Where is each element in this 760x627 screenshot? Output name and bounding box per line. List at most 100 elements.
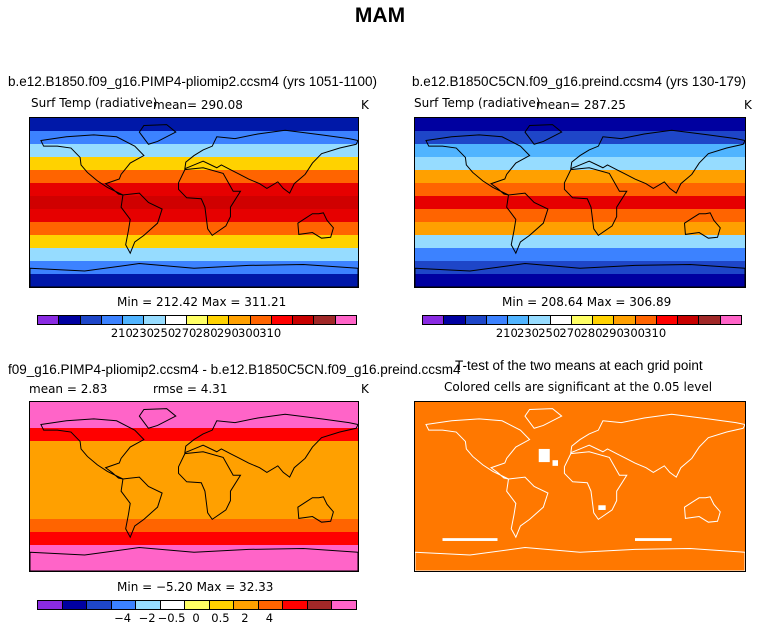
lat-band (30, 222, 358, 236)
panel3-rmse: rmse = 4.31 (153, 382, 228, 396)
colorbar-tick-label: 280 (195, 326, 218, 340)
continent-outline (570, 413, 745, 478)
colorbar-swatch (486, 316, 509, 324)
colorbar-swatch (678, 316, 700, 324)
lat-band (30, 415, 358, 429)
lat-band (30, 532, 358, 546)
colorbar-swatch (123, 316, 145, 324)
colorbar-swatch (258, 601, 284, 609)
panel1-mean: mean= 290.08 (153, 98, 243, 112)
continent-outline (138, 124, 177, 145)
colorbar-swatch (165, 316, 187, 324)
lat-band (30, 157, 358, 171)
colorbar-tick-label: 270 (559, 326, 582, 340)
colorbar-tick-label: 230 (517, 326, 539, 340)
page-title: MAM (354, 4, 406, 27)
lat-band (415, 209, 745, 223)
lat-band (415, 183, 745, 197)
colorbar-swatch (293, 316, 315, 324)
colorbar-swatch (38, 601, 63, 609)
lat-band (415, 222, 745, 236)
continent-outline (178, 167, 242, 237)
colorbar-swatch (423, 316, 445, 324)
panel1-map (29, 117, 359, 288)
lat-band (415, 274, 745, 287)
continent-outline (415, 263, 745, 287)
lat-band (30, 519, 358, 533)
colorbar-tick-label: 270 (174, 326, 197, 340)
lat-band (30, 428, 358, 442)
colorbar-tick-label: 290 (216, 326, 239, 340)
colorbar-tick-label: 0 (192, 611, 200, 625)
lat-band (30, 467, 358, 481)
continent-outline (425, 418, 531, 480)
colorbar-swatch (144, 316, 166, 324)
map-field (30, 118, 358, 287)
panel2-colorbar (422, 315, 742, 325)
colorbar-tick-label: 300 (238, 326, 260, 340)
panel2-minmax: Min = 208.64 Max = 306.89 (502, 295, 672, 309)
colorbar-swatch (335, 316, 356, 324)
lat-band (30, 506, 358, 520)
nonsignificant-patch (552, 460, 558, 466)
colorbar-tick-label: 230 (132, 326, 154, 340)
lat-band (415, 131, 745, 145)
panel2-colorbar-ticks: 210 230 250 270 280 290 300 310 (422, 326, 742, 340)
continent-outline (425, 134, 531, 196)
colorbar-swatch (229, 316, 251, 324)
colorbar-tick-label: 300 (623, 326, 645, 340)
colorbar-tick-label: 0.5 (211, 611, 230, 625)
panel3-title: f09_g16.PIMP4-pliomip2.ccsm4 - b.e12.B18… (8, 362, 461, 377)
colorbar-swatch (136, 601, 161, 609)
colorbar-swatch (101, 316, 124, 324)
lat-band (30, 493, 358, 507)
panel2-title: b.e12.B1850C5CN.f09_g16.preind.ccsm4 (yr… (412, 74, 746, 89)
map-field (415, 402, 745, 571)
continent-outline (524, 408, 563, 429)
colorbar-swatch (80, 316, 102, 324)
colorbar-swatch (186, 316, 209, 324)
panel3-map (29, 401, 359, 572)
lat-band (30, 183, 358, 197)
colorbar-tick-label: −0.5 (157, 611, 186, 625)
colorbar-swatch (87, 601, 112, 609)
panel3-colorbar-ticks: −4 −2 −0.5 0 0.5 2 4 (37, 611, 357, 625)
panel3-mean: mean = 2.83 (29, 382, 108, 396)
colorbar-swatch (111, 601, 137, 609)
lat-band (30, 235, 358, 249)
lat-band (30, 558, 358, 571)
continent-outline (563, 451, 628, 521)
nonsignificant-patch (598, 505, 606, 510)
lat-band (415, 144, 745, 158)
colorbar-swatch (444, 316, 466, 324)
colorbar-swatch (635, 316, 657, 324)
colorbar-swatch (656, 316, 679, 324)
continent-outline (120, 476, 163, 539)
colorbar-tick-label: 250 (538, 326, 561, 340)
colorbar-tick-label: 280 (580, 326, 603, 340)
colorbar-tick-label: 210 (110, 326, 133, 340)
colorbar-swatch (185, 601, 210, 609)
colorbar-tick-label: −4 (114, 611, 132, 625)
panel4-map (414, 401, 746, 572)
continent-outline (40, 134, 145, 196)
panel1-title: b.e12.B1850.f09_g16.PIMP4-pliomip2.ccsm4… (8, 74, 377, 89)
lat-band (30, 118, 358, 132)
panel2-mean: mean= 287.25 (536, 98, 626, 112)
panel2-units: K (744, 98, 752, 112)
colorbar-swatch (720, 316, 741, 324)
lat-band (30, 196, 358, 210)
lat-band (415, 196, 745, 210)
panel4-subtitle: Colored cells are significant at the 0.0… (444, 380, 713, 394)
continent-outline (297, 212, 334, 239)
colorbar-tick-label: 310 (259, 326, 282, 340)
colorbar-swatch (314, 316, 336, 324)
continent-outline (30, 263, 358, 287)
colorbar-swatch (529, 316, 551, 324)
panel3-units: K (361, 382, 369, 396)
continent-outline (178, 451, 242, 521)
panel2-map (414, 117, 746, 288)
continent-outline (40, 418, 145, 480)
panel3-colorbar (37, 600, 357, 610)
continent-outline (683, 496, 721, 523)
